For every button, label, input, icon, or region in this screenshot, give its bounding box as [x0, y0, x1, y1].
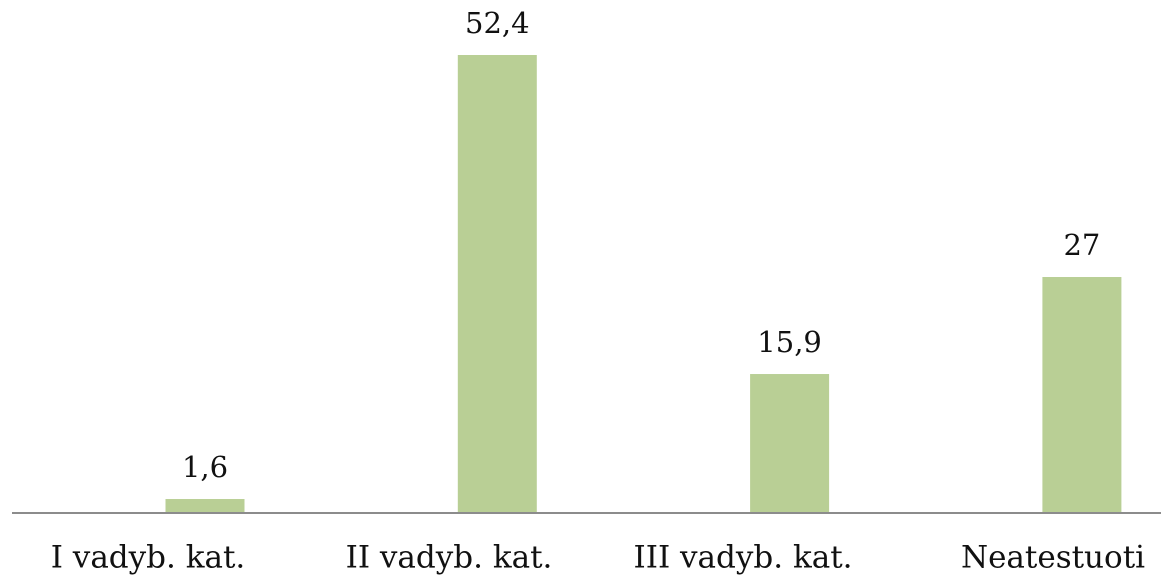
bar [165, 499, 245, 513]
value-label: 15,9 [757, 325, 822, 359]
bar [1042, 277, 1122, 513]
value-label: 1,6 [182, 450, 228, 484]
x-tick-label: Neatestuoti [961, 540, 1145, 576]
x-tick-label: I vadyb. kat. [51, 540, 246, 576]
bar [750, 374, 830, 513]
x-tick-label: III vadyb. kat. [633, 540, 852, 576]
bar [457, 55, 537, 513]
value-label: 27 [1063, 228, 1100, 262]
value-label: 52,4 [465, 6, 530, 40]
x-tick-label: II vadyb. kat. [346, 540, 553, 576]
